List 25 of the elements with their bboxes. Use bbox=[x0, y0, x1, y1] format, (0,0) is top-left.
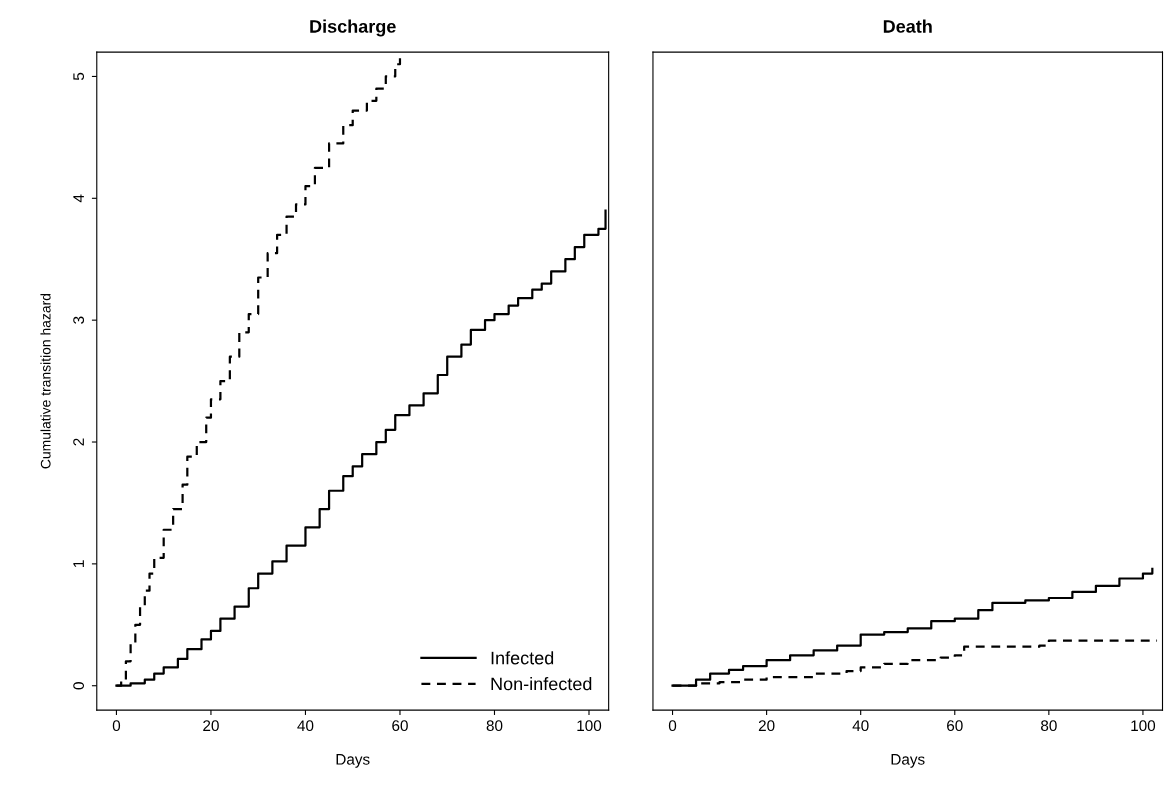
x-tick-label: 0 bbox=[112, 720, 121, 732]
x-axis-title: Days bbox=[891, 754, 925, 768]
chart-title: Discharge bbox=[310, 19, 396, 37]
x-tick-label: 100 bbox=[1131, 720, 1156, 732]
legend-label: Non-infected bbox=[491, 677, 592, 691]
x-tick-label: 60 bbox=[392, 720, 408, 732]
x-tick-label: 20 bbox=[758, 720, 775, 732]
y-tick-label: 5 bbox=[73, 72, 85, 81]
chart-title: Death bbox=[883, 19, 932, 33]
y-tick-label: 4 bbox=[73, 194, 84, 203]
x-tick-label: 20 bbox=[203, 720, 219, 732]
x-tick-label: 80 bbox=[486, 720, 503, 732]
y-tick-label: 0 bbox=[73, 682, 85, 690]
y-axis-title: Cumulative transition hazard bbox=[40, 293, 51, 469]
x-tick-label: 0 bbox=[668, 720, 677, 732]
x-tick-label: 40 bbox=[852, 720, 869, 732]
y-tick-label: 3 bbox=[73, 316, 85, 324]
x-tick-label: 60 bbox=[947, 720, 963, 732]
y-tick-label: 1 bbox=[73, 560, 84, 567]
x-tick-label: 40 bbox=[297, 720, 314, 732]
x-tick-label: 80 bbox=[1041, 720, 1057, 732]
x-axis-title: Days bbox=[336, 754, 370, 768]
y-tick-label: 2 bbox=[73, 438, 84, 446]
x-tick-label: 100 bbox=[577, 720, 602, 732]
legend-label: Infected bbox=[491, 651, 554, 665]
